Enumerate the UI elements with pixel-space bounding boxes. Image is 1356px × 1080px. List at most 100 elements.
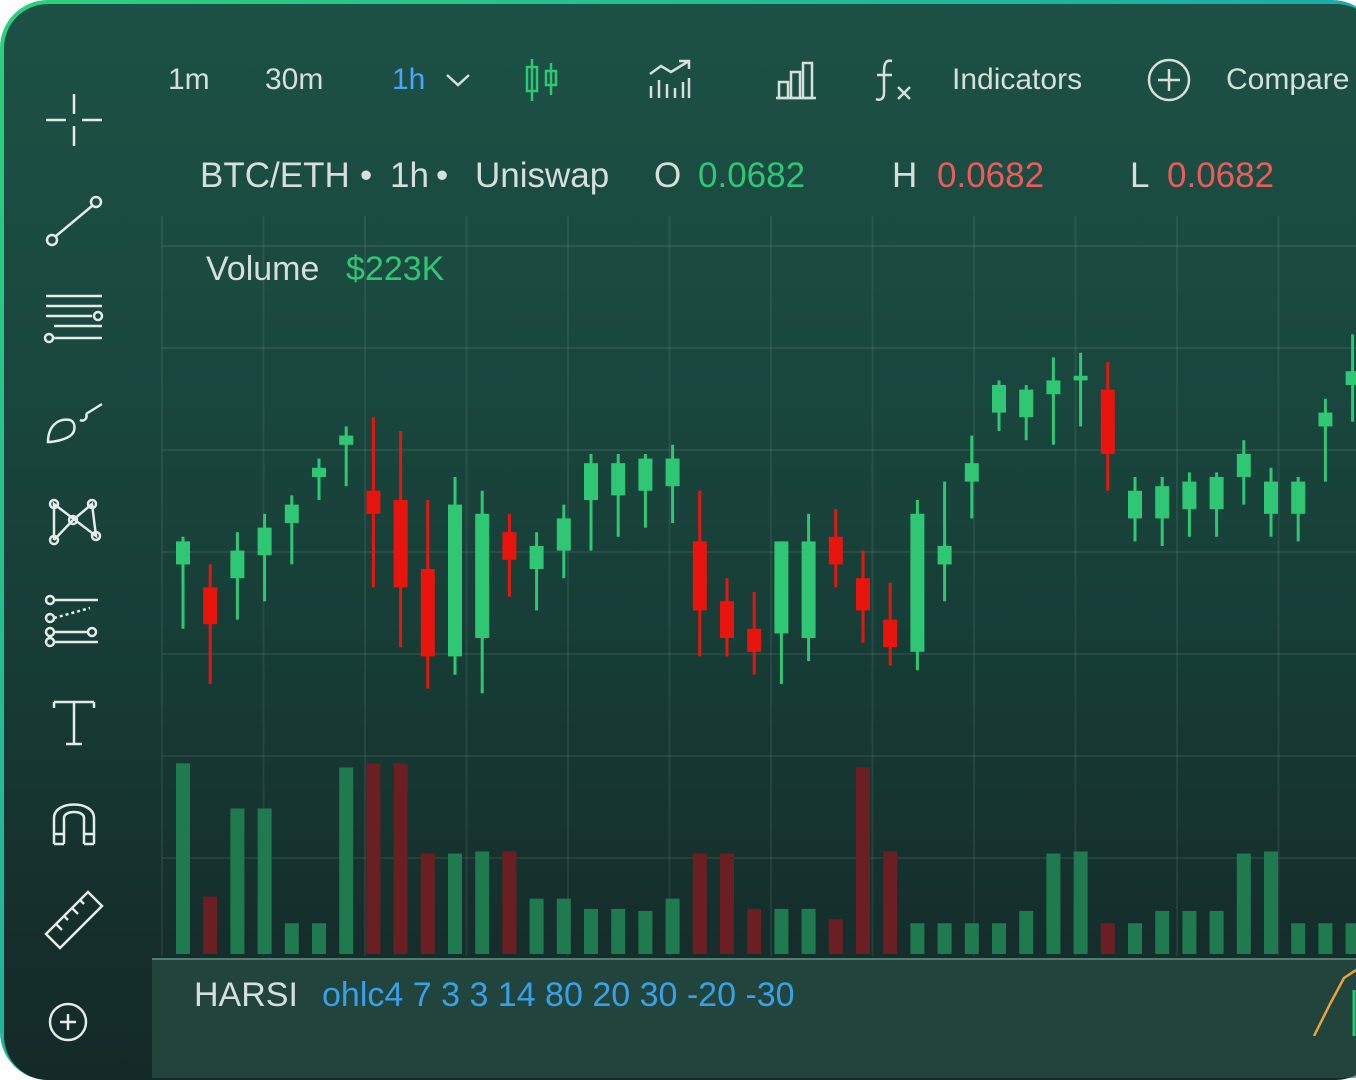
interval-label: 1h <box>390 156 429 195</box>
open-value: 0.0682 <box>698 156 806 195</box>
volume-bar <box>1209 910 1224 954</box>
candle-body <box>448 504 462 657</box>
timeframe-1m[interactable]: 1m <box>168 63 210 96</box>
volume-bar <box>203 896 218 954</box>
prediction-icon[interactable] <box>40 586 108 654</box>
candle-body <box>1073 375 1088 381</box>
volume-bar <box>1318 923 1333 954</box>
volume-bar <box>1046 853 1061 954</box>
ruler-icon[interactable] <box>40 886 108 954</box>
crosshair-icon[interactable] <box>40 86 108 154</box>
timeframe-30m[interactable]: 30m <box>265 63 324 96</box>
candle-body <box>937 546 952 565</box>
candle-body <box>1264 481 1278 514</box>
volume-bar <box>937 923 952 954</box>
volume-label: Volume <box>206 250 320 288</box>
candle-body <box>1345 371 1356 385</box>
candle-body <box>611 463 626 496</box>
candle-body <box>720 601 734 638</box>
chart-grid <box>161 216 1356 956</box>
candle-body <box>665 458 680 487</box>
candle-body <box>393 500 408 588</box>
candle-body <box>1155 486 1170 519</box>
candle-body <box>856 578 870 611</box>
volume-bar <box>665 898 680 954</box>
pattern-icon[interactable] <box>40 486 108 554</box>
candle-body <box>339 435 354 445</box>
compare-button[interactable]: Compare <box>1226 63 1350 96</box>
volume-bar <box>801 908 816 954</box>
volume-bar <box>339 767 354 954</box>
volume-bar <box>1155 910 1170 954</box>
bar-chart-icon[interactable] <box>774 58 818 102</box>
candle-body <box>692 541 707 611</box>
timeframe-1h[interactable]: 1h <box>392 63 426 96</box>
candle-body <box>1019 389 1034 418</box>
harsi-preview-line <box>1312 968 1356 1036</box>
candle-body <box>964 463 979 482</box>
volume-bar <box>828 919 843 954</box>
candle-body <box>556 518 571 551</box>
candle-body <box>366 490 381 514</box>
plus-circle-icon[interactable] <box>1146 58 1192 102</box>
price-chart[interactable] <box>156 216 1356 976</box>
candle-body <box>1318 412 1333 427</box>
candle-body <box>801 541 816 638</box>
candle-body <box>828 536 843 565</box>
volume-bar <box>638 910 653 954</box>
high-value: 0.0682 <box>937 156 1045 195</box>
harsi-params[interactable]: ohlc4 7 3 3 14 80 20 30 -20 -30 <box>322 976 795 1014</box>
candle-body <box>910 513 925 652</box>
candle-body <box>284 504 299 523</box>
chart-type-icon[interactable] <box>647 58 693 102</box>
magnet-icon[interactable] <box>40 786 108 854</box>
volume-bar <box>366 763 381 954</box>
candle-body <box>584 463 598 500</box>
candle-body <box>1100 389 1115 454</box>
volume-bar <box>284 923 299 954</box>
volume-bar <box>420 853 435 954</box>
separator: • <box>436 156 449 195</box>
volume-bars <box>176 763 1356 954</box>
high-label: H <box>892 156 918 195</box>
exchange-label: Uniswap <box>475 156 610 195</box>
chevron-down-icon[interactable] <box>444 58 472 102</box>
candlestick-icon[interactable] <box>522 58 562 102</box>
volume-bar <box>856 767 870 954</box>
low-label: L <box>1130 156 1150 195</box>
volume-bar <box>556 898 571 954</box>
candle-body <box>1291 481 1306 514</box>
volume-bar <box>1291 923 1306 954</box>
volume-bar <box>747 908 762 954</box>
volume-bar <box>1073 851 1088 954</box>
candle-body <box>203 587 218 625</box>
candle-body <box>638 458 653 491</box>
candle-body <box>1236 454 1251 477</box>
indicators-button[interactable]: Indicators <box>952 63 1083 96</box>
candle-body <box>1128 490 1142 519</box>
candle-body <box>992 385 1006 413</box>
volume-bar <box>992 923 1006 954</box>
text-icon[interactable] <box>40 686 108 754</box>
volume-bar <box>448 853 462 954</box>
candle-body <box>1209 477 1224 510</box>
volume-bar <box>720 853 734 954</box>
volume-bar <box>1128 923 1142 954</box>
brush-icon[interactable] <box>40 386 108 454</box>
pair-label: BTC/ETH <box>200 156 350 195</box>
volume-bar <box>1236 853 1251 954</box>
chart-panel <box>4 4 1356 1080</box>
candle-body <box>230 550 245 579</box>
trend-line-icon[interactable] <box>40 186 108 254</box>
function-icon[interactable] <box>874 58 914 102</box>
volume-bar <box>257 808 272 954</box>
candle-body <box>529 546 544 569</box>
horizontal-lines-icon[interactable] <box>40 286 108 354</box>
volume-bar <box>1100 923 1115 954</box>
volume-bar <box>611 908 626 954</box>
open-label: O <box>654 156 682 195</box>
volume-bar <box>964 923 979 954</box>
volume-bar <box>230 808 245 954</box>
candle-body <box>1182 481 1197 510</box>
zoom-in-icon[interactable] <box>40 986 108 1054</box>
